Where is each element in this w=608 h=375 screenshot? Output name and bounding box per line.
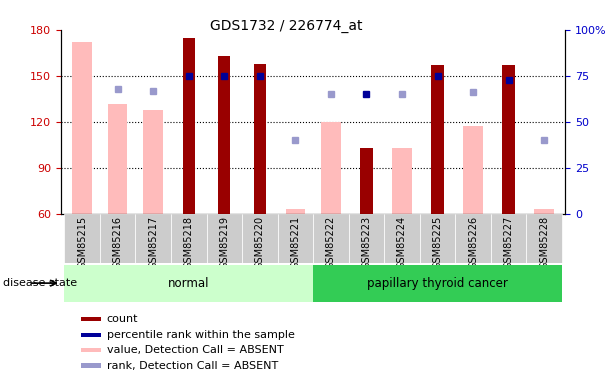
Bar <box>81 333 102 337</box>
Bar <box>182 38 195 214</box>
Bar <box>348 214 384 262</box>
Bar <box>143 110 163 214</box>
Bar <box>313 265 562 302</box>
Text: rank, Detection Call = ABSENT: rank, Detection Call = ABSENT <box>107 360 278 370</box>
Text: GSM85228: GSM85228 <box>539 216 549 269</box>
Text: GSM85217: GSM85217 <box>148 216 158 269</box>
Text: GSM85224: GSM85224 <box>397 216 407 269</box>
Bar <box>242 214 278 262</box>
Text: disease state: disease state <box>3 278 77 288</box>
Bar <box>313 214 348 262</box>
Text: value, Detection Call = ABSENT: value, Detection Call = ABSENT <box>107 345 283 355</box>
Bar <box>527 214 562 262</box>
Bar <box>384 214 420 262</box>
Bar <box>463 126 483 214</box>
Text: GSM85220: GSM85220 <box>255 216 265 269</box>
Text: GSM85215: GSM85215 <box>77 216 87 269</box>
Bar <box>286 209 305 214</box>
Bar <box>278 214 313 262</box>
Bar <box>491 214 527 262</box>
Text: GSM85216: GSM85216 <box>112 216 123 269</box>
Bar <box>534 209 554 214</box>
Bar <box>64 265 313 302</box>
Text: GSM85219: GSM85219 <box>219 216 229 269</box>
Bar <box>136 214 171 262</box>
Bar <box>81 363 102 368</box>
Text: GSM85227: GSM85227 <box>503 216 514 269</box>
Text: normal: normal <box>168 277 210 290</box>
Text: GSM85218: GSM85218 <box>184 216 194 269</box>
Bar <box>431 65 444 214</box>
Bar <box>171 214 207 262</box>
Bar <box>108 104 128 214</box>
Bar <box>360 148 373 214</box>
Text: GDS1732 / 226774_at: GDS1732 / 226774_at <box>210 19 362 33</box>
Text: count: count <box>107 314 138 324</box>
Bar <box>64 214 100 262</box>
Text: GSM85226: GSM85226 <box>468 216 478 269</box>
Text: percentile rank within the sample: percentile rank within the sample <box>107 330 295 340</box>
Text: papillary thyroid cancer: papillary thyroid cancer <box>367 277 508 290</box>
Bar <box>81 317 102 321</box>
Text: GSM85225: GSM85225 <box>432 216 443 269</box>
Bar <box>455 214 491 262</box>
Text: GSM85222: GSM85222 <box>326 216 336 269</box>
Bar <box>207 214 242 262</box>
Bar <box>100 214 136 262</box>
Bar <box>254 64 266 214</box>
Bar <box>392 148 412 214</box>
Bar <box>81 348 102 352</box>
Bar <box>72 42 92 214</box>
Text: GSM85221: GSM85221 <box>291 216 300 269</box>
Bar <box>502 65 515 214</box>
Bar <box>218 56 230 214</box>
Text: GSM85223: GSM85223 <box>361 216 371 269</box>
Bar <box>321 122 340 214</box>
Bar <box>420 214 455 262</box>
